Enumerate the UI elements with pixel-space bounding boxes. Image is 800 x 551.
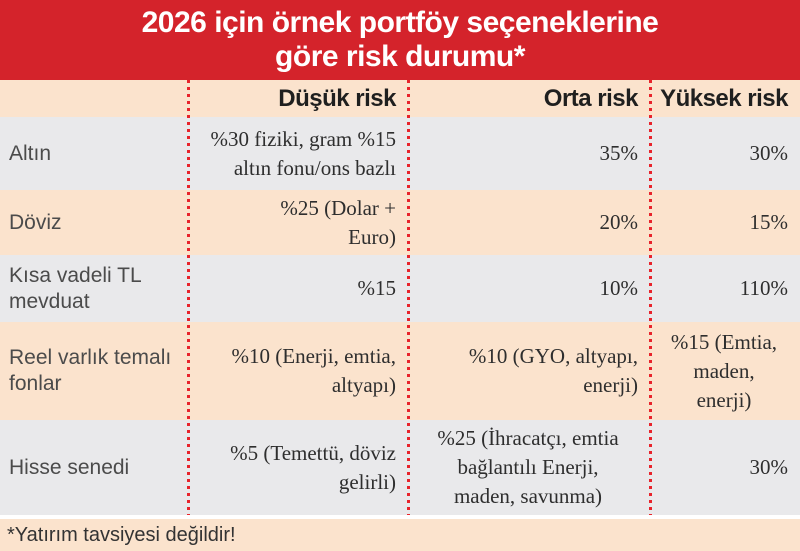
footer-separator <box>0 515 800 519</box>
col-header-dusuk-risk: Düşük risk <box>188 80 408 117</box>
col-header-orta-risk: Orta risk <box>408 80 650 117</box>
cell-reel-orta: %10 (GYO, altyapı, enerji) <box>408 322 650 420</box>
banner-title-line-1: 2026 için örnek portföy seçeneklerine <box>141 6 659 39</box>
footnote-bar: *Yatırım tavsiyesi değildir! <box>0 519 800 551</box>
risk-table: Düşük risk Orta risk Yüksek risk Altın %… <box>0 80 800 515</box>
cell-mevduat-orta: 10% <box>408 255 650 322</box>
cell-hisse-dusuk: %5 (Temettü, döviz gelirli) <box>188 420 408 515</box>
title-banner: 2026 için örnek portföy seçeneklerine gö… <box>0 0 800 80</box>
cell-doviz-orta: 20% <box>408 190 650 255</box>
cell-altin-orta: 35% <box>408 117 650 190</box>
cell-mevduat-yuksek: 110% <box>650 255 800 322</box>
cell-altin-yuksek: 30% <box>650 117 800 190</box>
cell-reel-dusuk: %10 (Enerji, emtia, altyapı) <box>188 322 408 420</box>
row-label-doviz: Döviz <box>0 190 188 255</box>
column-divider-3 <box>649 80 652 515</box>
row-label-altin: Altın <box>0 117 188 190</box>
column-divider-2 <box>407 80 410 515</box>
col-header-empty <box>0 80 188 117</box>
cell-mevduat-dusuk: %15 <box>188 255 408 322</box>
cell-hisse-orta: %25 (İhracatçı, emtia bağlantılı Enerji,… <box>408 420 650 515</box>
cell-altin-dusuk: %30 fiziki, gram %15 altın fonu/ons bazl… <box>188 117 408 190</box>
footnote-text: *Yatırım tavsiyesi değildir! <box>7 523 236 546</box>
row-label-reel-varlik-fonlar: Reel varlık temalı fonlar <box>0 322 188 420</box>
column-divider-1 <box>187 80 190 515</box>
cell-reel-yuksek: %15 (Emtia, maden, enerji) <box>650 322 800 420</box>
banner-title-line-2: göre risk durumu* <box>275 40 525 73</box>
col-header-yuksek-risk: Yüksek risk <box>650 80 800 117</box>
cell-hisse-yuksek: 30% <box>650 420 800 515</box>
cell-doviz-yuksek: 15% <box>650 190 800 255</box>
row-label-kisa-vadeli-tl-mevduat: Kısa vadeli TL mevduat <box>0 255 188 322</box>
cell-doviz-dusuk: %25 (Dolar + Euro) <box>188 190 408 255</box>
row-label-hisse-senedi: Hisse senedi <box>0 420 188 515</box>
